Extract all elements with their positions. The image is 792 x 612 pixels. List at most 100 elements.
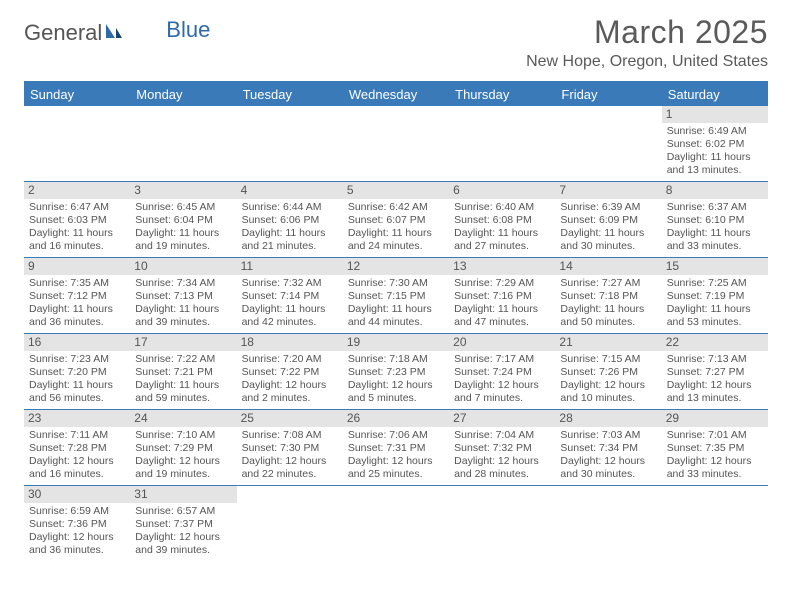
day-info: Sunrise: 7:32 AMSunset: 7:14 PMDaylight:… [241, 277, 339, 330]
info-line: Daylight: 12 hours [242, 379, 338, 392]
info-line: Daylight: 12 hours [29, 455, 125, 468]
week-row: 1Sunrise: 6:49 AMSunset: 6:02 PMDaylight… [24, 106, 768, 182]
day-number: 28 [555, 410, 661, 427]
empty-cell [662, 486, 768, 562]
info-line: Daylight: 12 hours [348, 379, 444, 392]
calendar: SundayMondayTuesdayWednesdayThursdayFrid… [24, 81, 768, 562]
info-line: Sunset: 7:15 PM [348, 290, 444, 303]
day-cell: 3Sunrise: 6:45 AMSunset: 6:04 PMDaylight… [130, 182, 236, 258]
info-line: Daylight: 11 hours [667, 303, 763, 316]
day-cell: 31 Sunrise: 6:57 AMSunset: 7:37 PMDayligh… [130, 486, 236, 562]
day-info: Sunrise: 6:37 AMSunset: 6:10 PMDaylight:… [666, 201, 764, 254]
day-number: 11 [237, 258, 343, 275]
empty-cell [237, 486, 343, 562]
info-line: and 30 minutes. [560, 240, 656, 253]
empty-cell [24, 106, 130, 182]
info-line: Sunrise: 7:29 AM [454, 277, 550, 290]
day-number: 27 [449, 410, 555, 427]
day-info: Sunrise: 7:03 AMSunset: 7:34 PMDaylight:… [559, 429, 657, 482]
info-line: Sunset: 7:29 PM [135, 442, 231, 455]
info-line: and 19 minutes. [135, 468, 231, 481]
day-cell: 15Sunrise: 7:25 AMSunset: 7:19 PMDayligh… [662, 258, 768, 334]
info-line: Daylight: 12 hours [560, 455, 656, 468]
day-info: Sunrise: 6:49 AMSunset: 6:02 PMDaylight:… [666, 125, 764, 178]
day-number: 24 [130, 410, 236, 427]
title-block: March 2025 New Hope, Oregon, United Stat… [526, 14, 768, 71]
day-number: 30 [24, 486, 130, 503]
day-number: 16 [24, 334, 130, 351]
day-cell: 23Sunrise: 7:11 AMSunset: 7:28 PMDayligh… [24, 410, 130, 486]
info-line: Daylight: 11 hours [29, 303, 125, 316]
info-line: Sunset: 6:02 PM [667, 138, 763, 151]
info-line: Sunrise: 7:32 AM [242, 277, 338, 290]
info-line: Sunset: 7:18 PM [560, 290, 656, 303]
info-line: Sunrise: 7:27 AM [560, 277, 656, 290]
info-line: Daylight: 12 hours [454, 379, 550, 392]
day-number: 31 [130, 486, 236, 503]
day-cell: 25Sunrise: 7:08 AMSunset: 7:30 PMDayligh… [237, 410, 343, 486]
info-line: Sunrise: 7:23 AM [29, 353, 125, 366]
info-line: Sunrise: 6:42 AM [348, 201, 444, 214]
info-line: Sunrise: 6:37 AM [667, 201, 763, 214]
day-cell: 5 Sunrise: 6:42 AMSunset: 6:07 PMDaylight… [343, 182, 449, 258]
day-cell: 26Sunrise: 7:06 AMSunset: 7:31 PMDayligh… [343, 410, 449, 486]
info-line: and 13 minutes. [667, 164, 763, 177]
day-info: Sunrise: 7:04 AMSunset: 7:32 PMDaylight:… [453, 429, 551, 482]
day-info: Sunrise: 7:35 AMSunset: 7:12 PMDaylight:… [28, 277, 126, 330]
info-line: Daylight: 11 hours [242, 227, 338, 240]
info-line: Daylight: 12 hours [560, 379, 656, 392]
info-line: and 50 minutes. [560, 316, 656, 329]
weekday-monday: Monday [130, 83, 236, 106]
info-line: and 2 minutes. [242, 392, 338, 405]
info-line: Sunset: 7:16 PM [454, 290, 550, 303]
day-info: Sunrise: 7:29 AMSunset: 7:16 PMDaylight:… [453, 277, 551, 330]
info-line: Sunrise: 6:59 AM [29, 505, 125, 518]
day-number: 29 [662, 410, 768, 427]
info-line: Sunrise: 6:57 AM [135, 505, 231, 518]
day-number: 17 [130, 334, 236, 351]
info-line: Daylight: 12 hours [348, 455, 444, 468]
day-number: 13 [449, 258, 555, 275]
empty-cell [449, 486, 555, 562]
day-info: Sunrise: 6:42 AMSunset: 6:07 PMDaylight:… [347, 201, 445, 254]
info-line: Sunset: 7:14 PM [242, 290, 338, 303]
day-info: Sunrise: 6:39 AMSunset: 6:09 PMDaylight:… [559, 201, 657, 254]
info-line: Sunrise: 7:34 AM [135, 277, 231, 290]
empty-cell [449, 106, 555, 182]
day-info: Sunrise: 7:30 AMSunset: 7:15 PMDaylight:… [347, 277, 445, 330]
day-cell: 28 Sunrise: 7:03 AMSunset: 7:34 PMDayligh… [555, 410, 661, 486]
day-cell: 4Sunrise: 6:44 AMSunset: 6:06 PMDaylight… [237, 182, 343, 258]
info-line: Sunrise: 7:03 AM [560, 429, 656, 442]
day-number: 23 [24, 410, 130, 427]
info-line: Sunset: 7:32 PM [454, 442, 550, 455]
day-info: Sunrise: 7:18 AMSunset: 7:23 PMDaylight:… [347, 353, 445, 406]
info-line: Sunset: 7:28 PM [29, 442, 125, 455]
day-number: 14 [555, 258, 661, 275]
day-info: Sunrise: 7:17 AMSunset: 7:24 PMDaylight:… [453, 353, 551, 406]
day-number: 19 [343, 334, 449, 351]
info-line: Sunrise: 7:04 AM [454, 429, 550, 442]
info-line: Sunset: 7:12 PM [29, 290, 125, 303]
day-number: 20 [449, 334, 555, 351]
info-line: and 5 minutes. [348, 392, 444, 405]
day-info: Sunrise: 7:20 AMSunset: 7:22 PMDaylight:… [241, 353, 339, 406]
info-line: Sunrise: 6:44 AM [242, 201, 338, 214]
day-cell: 22Sunrise: 7:13 AMSunset: 7:27 PMDayligh… [662, 334, 768, 410]
day-cell: 20 Sunrise: 7:17 AMSunset: 7:24 PMDayligh… [449, 334, 555, 410]
info-line: Sunset: 6:06 PM [242, 214, 338, 227]
day-cell: 24Sunrise: 7:10 AMSunset: 7:29 PMDayligh… [130, 410, 236, 486]
info-line: and 53 minutes. [667, 316, 763, 329]
day-cell: 13 Sunrise: 7:29 AMSunset: 7:16 PMDayligh… [449, 258, 555, 334]
info-line: Sunset: 7:13 PM [135, 290, 231, 303]
info-line: Sunset: 6:10 PM [667, 214, 763, 227]
info-line: Sunrise: 7:30 AM [348, 277, 444, 290]
info-line: Sunrise: 7:17 AM [454, 353, 550, 366]
info-line: Sunset: 7:36 PM [29, 518, 125, 531]
info-line: Sunrise: 7:10 AM [135, 429, 231, 442]
info-line: and 59 minutes. [135, 392, 231, 405]
day-number: 5 [343, 182, 449, 199]
day-number: 15 [662, 258, 768, 275]
day-info: Sunrise: 6:57 AMSunset: 7:37 PMDaylight:… [134, 505, 232, 558]
day-info: Sunrise: 6:45 AMSunset: 6:04 PMDaylight:… [134, 201, 232, 254]
info-line: Sunrise: 7:18 AM [348, 353, 444, 366]
